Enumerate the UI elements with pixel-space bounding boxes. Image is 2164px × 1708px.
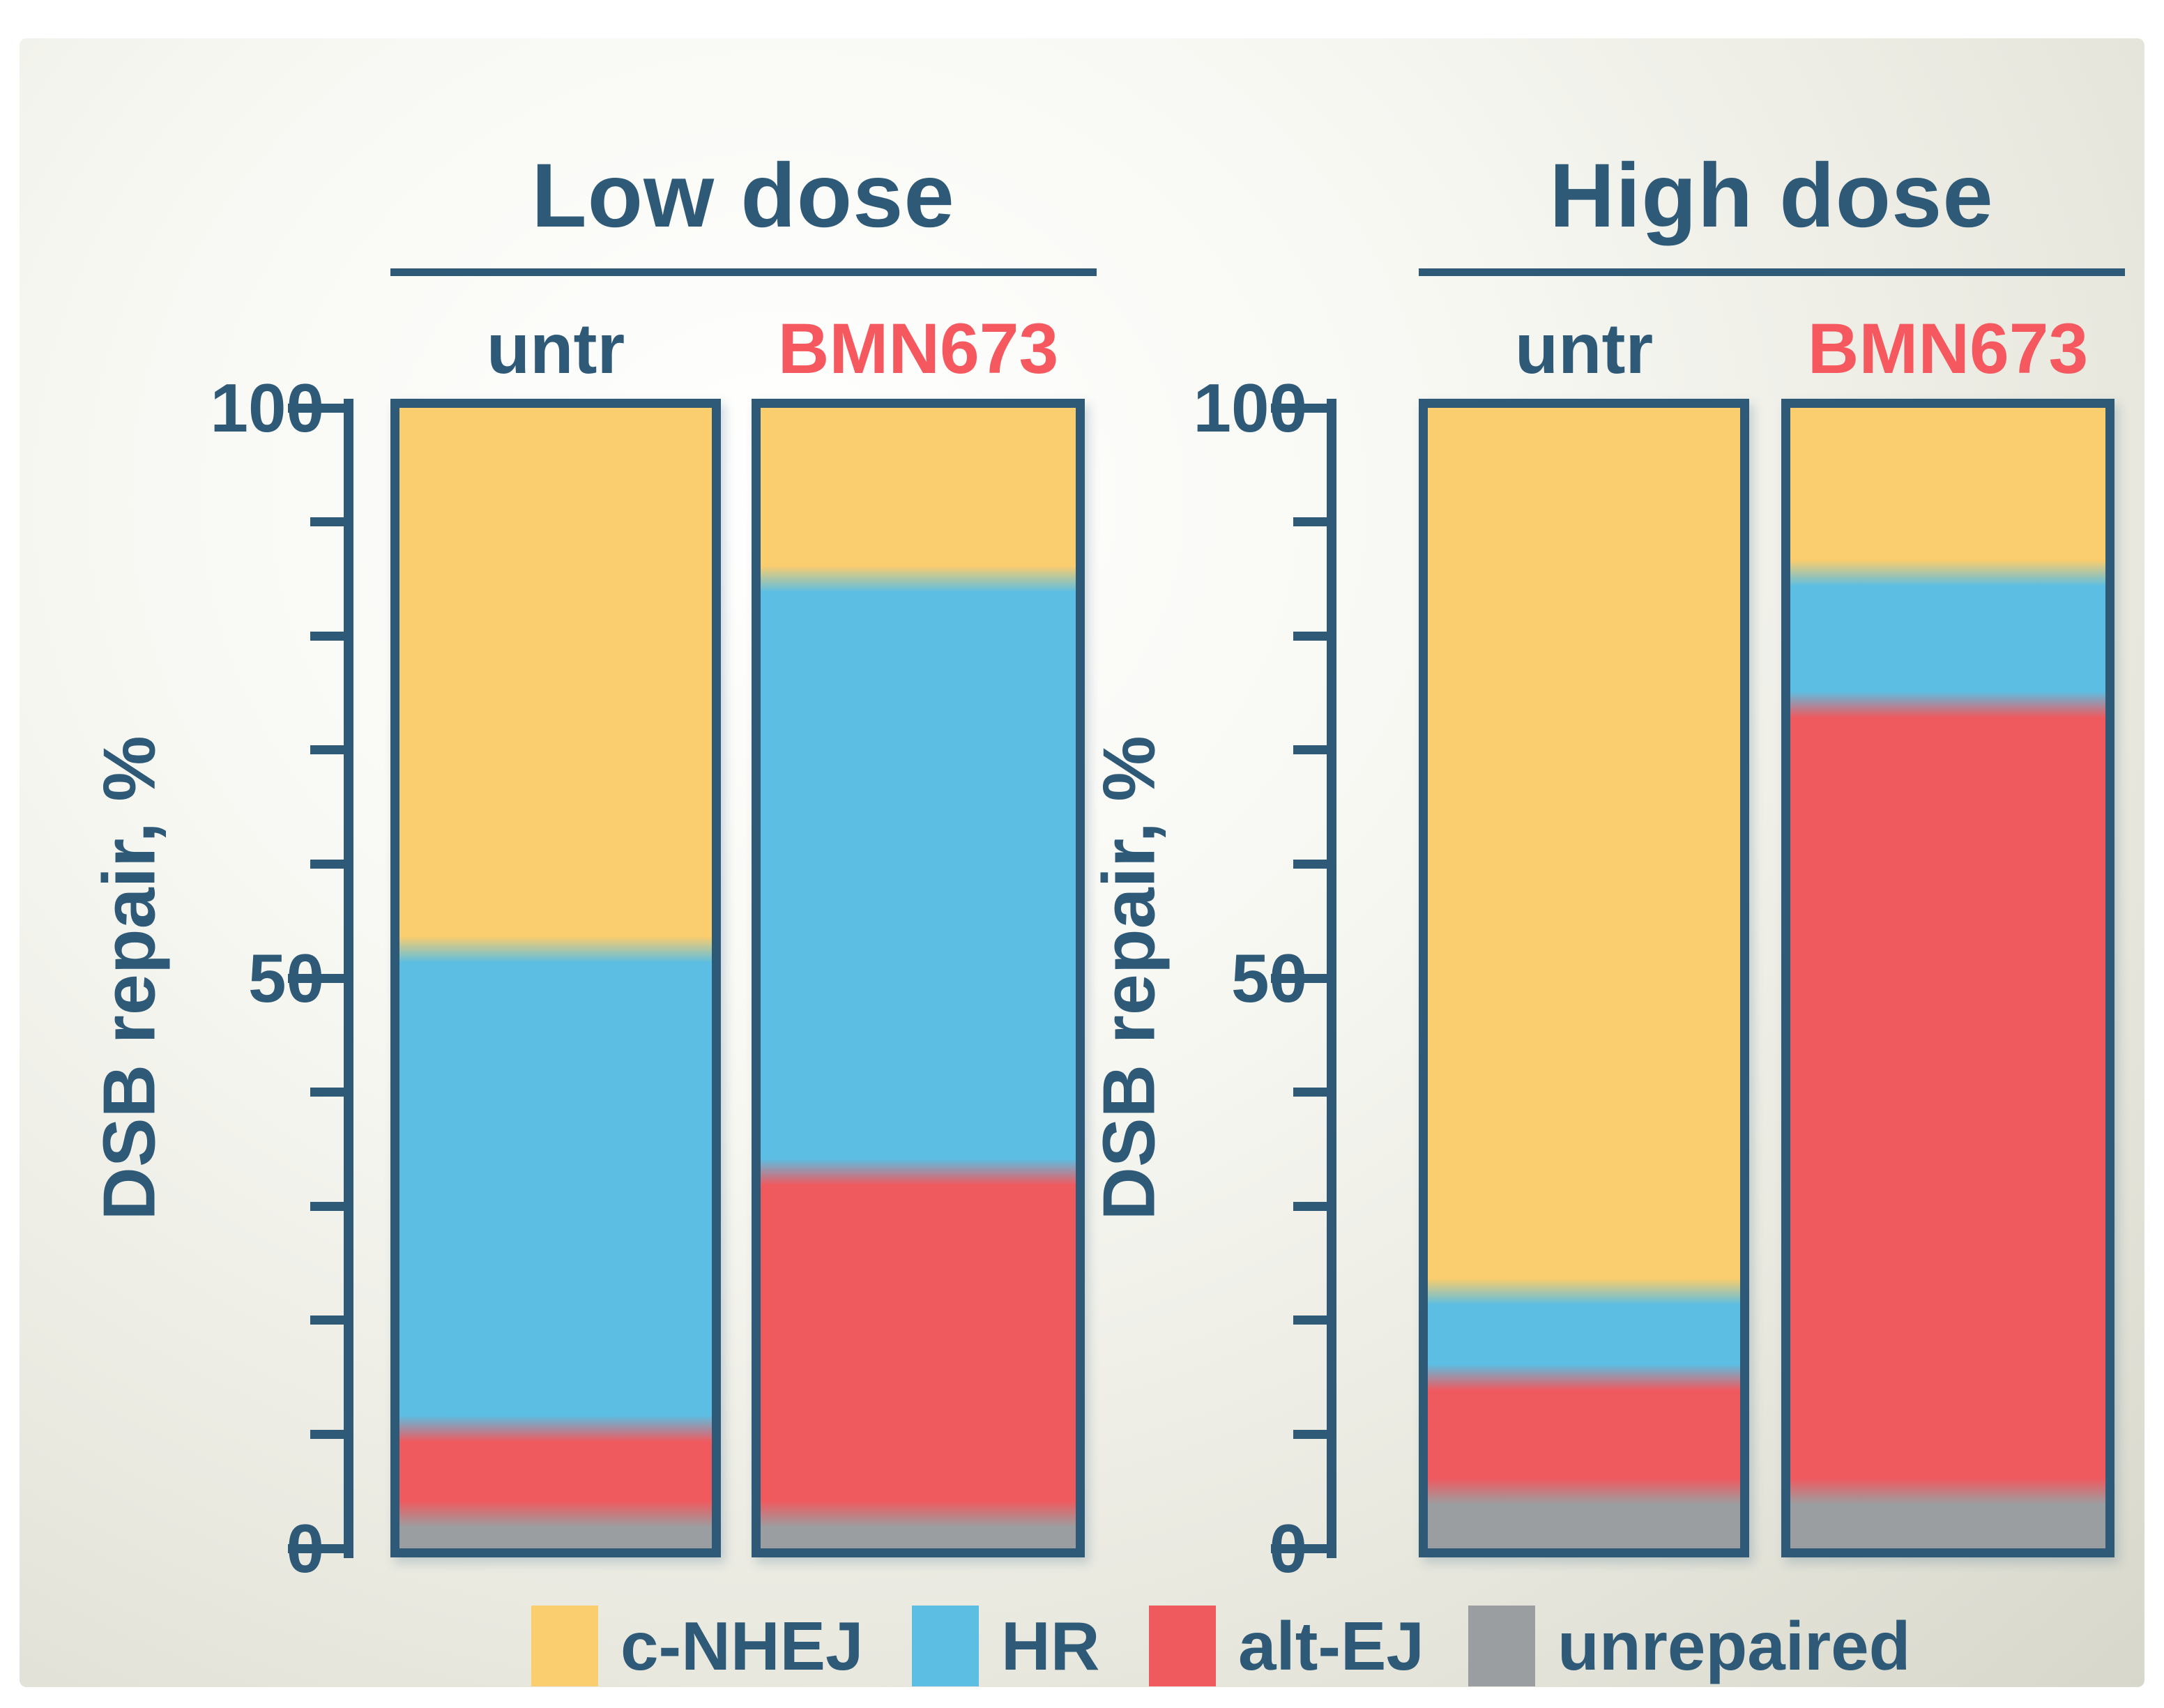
y-tick-label-0-low-dose: 0: [286, 1510, 324, 1587]
legend-swatch-hr: [912, 1606, 979, 1686]
stacked-bar-bmn673-low-dose: [752, 399, 1085, 1557]
legend-swatch-unrepaired: [1468, 1606, 1535, 1686]
y-axis-tick-100-low-dose: [288, 403, 344, 413]
y-axis-line-low-dose: [344, 399, 353, 1558]
group-underline-high-dose: [1419, 268, 2125, 276]
y-axis-tick-60-high-dose: [1293, 859, 1327, 869]
legend-label-hr: HR: [1001, 1608, 1100, 1684]
y-axis-tick-50-high-dose: [1271, 973, 1327, 983]
y-axis-tick-80-high-dose: [1293, 631, 1327, 641]
legend-swatch-alt-ej: [1149, 1606, 1216, 1686]
y-axis-tick-0-low-dose: [288, 1543, 344, 1553]
legend-swatch-c-nhej: [531, 1606, 598, 1686]
y-tick-label-50-low-dose: 50: [247, 940, 324, 1016]
column-label-untr-low-dose: untr: [486, 309, 625, 388]
y-tick-label-50-high-dose: 50: [1230, 940, 1307, 1016]
y-axis-tick-0-high-dose: [1271, 1543, 1327, 1553]
y-axis-tick-30-low-dose: [310, 1201, 344, 1211]
y-axis-line-high-dose: [1327, 399, 1336, 1558]
y-axis-tick-40-high-dose: [1293, 1088, 1327, 1097]
y-tick-label-0-high-dose: 0: [1269, 1510, 1307, 1587]
stacked-bar-untr-high-dose: [1419, 399, 1749, 1557]
y-axis-tick-70-high-dose: [1293, 745, 1327, 755]
y-axis-tick-10-low-dose: [310, 1429, 344, 1439]
y-axis-tick-90-high-dose: [1293, 517, 1327, 527]
column-label-bmn673-low-dose: BMN673: [777, 309, 1059, 388]
y-axis-tick-80-low-dose: [310, 631, 344, 641]
group-title-low-dose: Low dose: [531, 144, 955, 246]
y-axis-tick-70-low-dose: [310, 745, 344, 755]
y-axis-tick-20-high-dose: [1293, 1316, 1327, 1325]
column-label-untr-high-dose: untr: [1514, 309, 1654, 388]
legend-label-c-nhej: c-NHEJ: [620, 1608, 864, 1684]
y-axis-tick-20-low-dose: [310, 1316, 344, 1325]
group-underline-low-dose: [390, 268, 1097, 276]
y-axis-tick-50-low-dose: [288, 973, 344, 983]
legend-label-alt-ej: alt-EJ: [1238, 1608, 1424, 1684]
y-tick-label-100-low-dose: 100: [210, 369, 324, 446]
y-axis-tick-60-low-dose: [310, 859, 344, 869]
figure-panel: DSB repair, % DSB repair, % Low dose 100 5…: [20, 38, 2144, 1687]
legend-label-unrepaired: unrepaired: [1557, 1608, 1911, 1684]
y-axis-tick-40-low-dose: [310, 1088, 344, 1097]
y-axis-tick-30-high-dose: [1293, 1201, 1327, 1211]
stacked-bar-untr-low-dose: [390, 399, 721, 1557]
stacked-bar-bmn673-high-dose: [1781, 399, 2115, 1557]
group-title-high-dose: High dose: [1549, 144, 1994, 246]
column-label-bmn673-high-dose: BMN673: [1807, 309, 2089, 388]
y-tick-label-100-high-dose: 100: [1193, 369, 1307, 446]
y-axis-tick-10-high-dose: [1293, 1429, 1327, 1439]
y-axis-tick-90-low-dose: [310, 517, 344, 527]
y-axis-tick-100-high-dose: [1271, 403, 1327, 413]
